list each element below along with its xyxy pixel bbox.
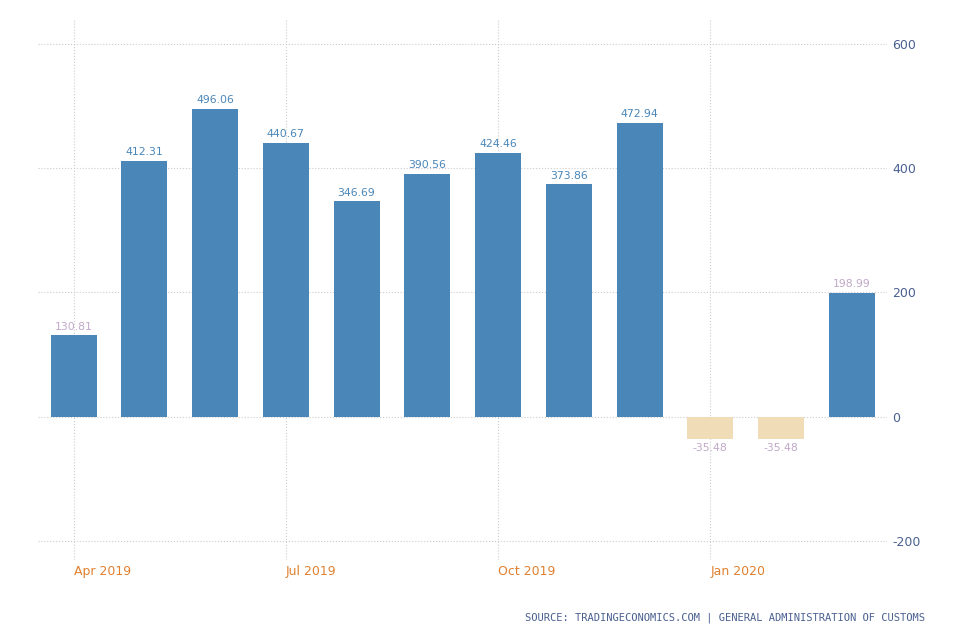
Bar bbox=[616, 123, 662, 417]
Text: 424.46: 424.46 bbox=[478, 139, 517, 149]
Text: 496.06: 496.06 bbox=[196, 95, 233, 105]
Bar bbox=[51, 335, 96, 417]
Bar bbox=[758, 417, 803, 439]
Bar bbox=[475, 153, 520, 417]
Text: 472.94: 472.94 bbox=[620, 109, 658, 119]
Bar bbox=[121, 160, 167, 417]
Text: SOURCE: TRADINGECONOMICS.COM | GENERAL ADMINISTRATION OF CUSTOMS: SOURCE: TRADINGECONOMICS.COM | GENERAL A… bbox=[525, 612, 924, 623]
Bar bbox=[686, 417, 733, 439]
Text: 390.56: 390.56 bbox=[408, 160, 446, 170]
Text: -35.48: -35.48 bbox=[692, 443, 727, 453]
Text: 130.81: 130.81 bbox=[54, 322, 92, 332]
Bar bbox=[404, 174, 450, 417]
Text: 440.67: 440.67 bbox=[267, 129, 304, 139]
Text: -35.48: -35.48 bbox=[763, 443, 798, 453]
Bar bbox=[192, 109, 238, 417]
Text: 412.31: 412.31 bbox=[125, 147, 163, 157]
Bar bbox=[828, 293, 874, 417]
Text: 198.99: 198.99 bbox=[832, 279, 870, 289]
Bar bbox=[334, 202, 379, 417]
Bar bbox=[262, 143, 309, 417]
Text: 346.69: 346.69 bbox=[337, 188, 375, 198]
Bar bbox=[545, 184, 591, 417]
Text: 373.86: 373.86 bbox=[549, 170, 587, 181]
